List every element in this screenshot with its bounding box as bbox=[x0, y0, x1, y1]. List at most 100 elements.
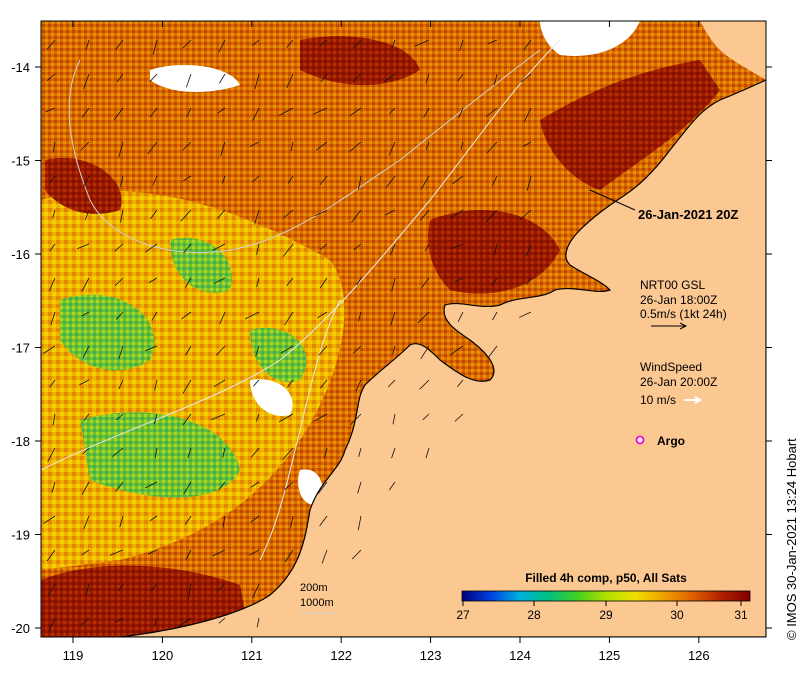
current-arrow bbox=[351, 209, 362, 223]
current-arrow bbox=[278, 413, 294, 423]
current-arrow bbox=[391, 447, 396, 459]
current-arrow bbox=[417, 311, 430, 324]
current-arrow bbox=[454, 413, 464, 422]
current-arrow bbox=[454, 277, 464, 283]
current-arrow bbox=[154, 617, 158, 626]
current-arrow bbox=[287, 379, 294, 388]
current-arrow bbox=[79, 379, 90, 386]
y-tick-label: -20 bbox=[11, 621, 30, 636]
current-arrow bbox=[217, 583, 226, 592]
current-arrow bbox=[255, 345, 260, 357]
current-arrow bbox=[50, 311, 56, 326]
current-arrow bbox=[217, 107, 226, 114]
colorbar-title: Filled 4h comp, p50, All Sats bbox=[525, 571, 687, 585]
current-arrow bbox=[451, 243, 464, 249]
current-arrow bbox=[114, 277, 124, 287]
current-arrow bbox=[315, 141, 328, 151]
current-arrow bbox=[352, 345, 362, 354]
land-mass bbox=[119, 21, 766, 637]
current-arrow bbox=[85, 39, 90, 50]
x-tick-label: 124 bbox=[509, 648, 531, 663]
current-arrow bbox=[319, 277, 328, 289]
current-arrow bbox=[425, 447, 430, 459]
current-arrow bbox=[391, 277, 396, 292]
current-arrow bbox=[520, 73, 532, 83]
current-arrow bbox=[390, 243, 396, 256]
current-arrow bbox=[389, 107, 396, 115]
longitude-axis: 119 120 121 122 123 124 125 126 bbox=[63, 21, 710, 663]
current-arrow bbox=[256, 277, 260, 288]
wind-scale-arrow bbox=[684, 396, 702, 404]
current-arrow bbox=[147, 549, 158, 555]
colorbar-ticks: 27 28 29 30 31 bbox=[456, 601, 748, 622]
current-arrow bbox=[523, 39, 532, 51]
current-arrow bbox=[424, 243, 430, 252]
current-arrow bbox=[494, 243, 498, 255]
current-arrow bbox=[526, 277, 532, 286]
colorbar-tick-label: 29 bbox=[599, 608, 613, 622]
current-arrow bbox=[80, 141, 90, 151]
current-arrow bbox=[256, 617, 260, 628]
y-tick-label: -17 bbox=[11, 341, 30, 356]
current-arrow bbox=[351, 549, 362, 560]
current-arrow bbox=[184, 515, 192, 525]
current-arrow bbox=[253, 379, 260, 387]
current-arrow bbox=[150, 583, 158, 592]
current-arrow bbox=[52, 141, 56, 153]
current-arrow bbox=[186, 107, 192, 118]
current-arrow bbox=[390, 311, 396, 326]
y-tick-label: -18 bbox=[11, 434, 30, 449]
latitude-axis: -14 -15 -16 -17 -18 -19 -20 bbox=[11, 60, 772, 636]
current-arrow bbox=[182, 39, 192, 49]
current-arrow bbox=[81, 481, 90, 495]
current-arrow bbox=[149, 73, 158, 83]
x-tick-label: 125 bbox=[599, 648, 621, 663]
current-arrow bbox=[255, 413, 260, 422]
current-arrow bbox=[48, 277, 56, 291]
warm-water-southwest bbox=[41, 565, 250, 637]
current-arrow bbox=[149, 107, 158, 118]
current-arrow bbox=[119, 209, 124, 223]
current-arrow bbox=[249, 141, 260, 147]
current-arrow bbox=[151, 311, 158, 321]
current-arrow bbox=[419, 379, 430, 390]
current-arrow bbox=[49, 243, 56, 252]
current-arrow bbox=[84, 209, 90, 220]
current-arrow bbox=[148, 277, 158, 284]
current-arrow bbox=[83, 515, 90, 529]
current-arrow bbox=[460, 141, 464, 150]
current-arrow bbox=[115, 481, 124, 492]
current-arrow bbox=[317, 481, 328, 495]
current-arrow bbox=[526, 175, 532, 191]
current-arrow bbox=[487, 345, 498, 359]
current-arrow bbox=[357, 481, 362, 494]
cool-patch-west bbox=[60, 294, 155, 371]
current-arrow bbox=[250, 481, 260, 488]
current-arrow bbox=[81, 277, 90, 292]
wind-legend-scale: 10 m/s bbox=[640, 393, 676, 407]
current-arrow bbox=[152, 39, 158, 55]
current-arrow bbox=[219, 311, 226, 325]
current-arrow bbox=[83, 413, 90, 421]
current-arrow bbox=[219, 73, 226, 84]
current-arrow bbox=[358, 311, 362, 322]
current-arrow bbox=[392, 345, 396, 355]
current-arrow bbox=[389, 481, 396, 491]
current-arrow bbox=[250, 515, 260, 523]
gsl-legend-title: NRT00 GSL bbox=[640, 278, 705, 292]
cool-patch-south bbox=[80, 412, 240, 498]
current-arrow bbox=[154, 447, 158, 458]
gsl-legend-scale: 0.5m/s (1kt 24h) bbox=[640, 307, 727, 321]
contour-1000m-label: 1000m bbox=[300, 597, 334, 609]
current-arrow bbox=[52, 413, 56, 426]
current-arrow bbox=[450, 345, 464, 356]
current-arrow bbox=[184, 277, 192, 288]
current-arrow bbox=[212, 549, 226, 557]
current-arrow bbox=[82, 345, 90, 358]
current-arrow bbox=[221, 175, 226, 184]
current-arrow bbox=[116, 413, 124, 421]
current-arrow bbox=[414, 39, 430, 47]
current-arrow bbox=[318, 345, 328, 356]
current-arrow bbox=[284, 311, 294, 326]
current-arrow bbox=[519, 209, 532, 221]
